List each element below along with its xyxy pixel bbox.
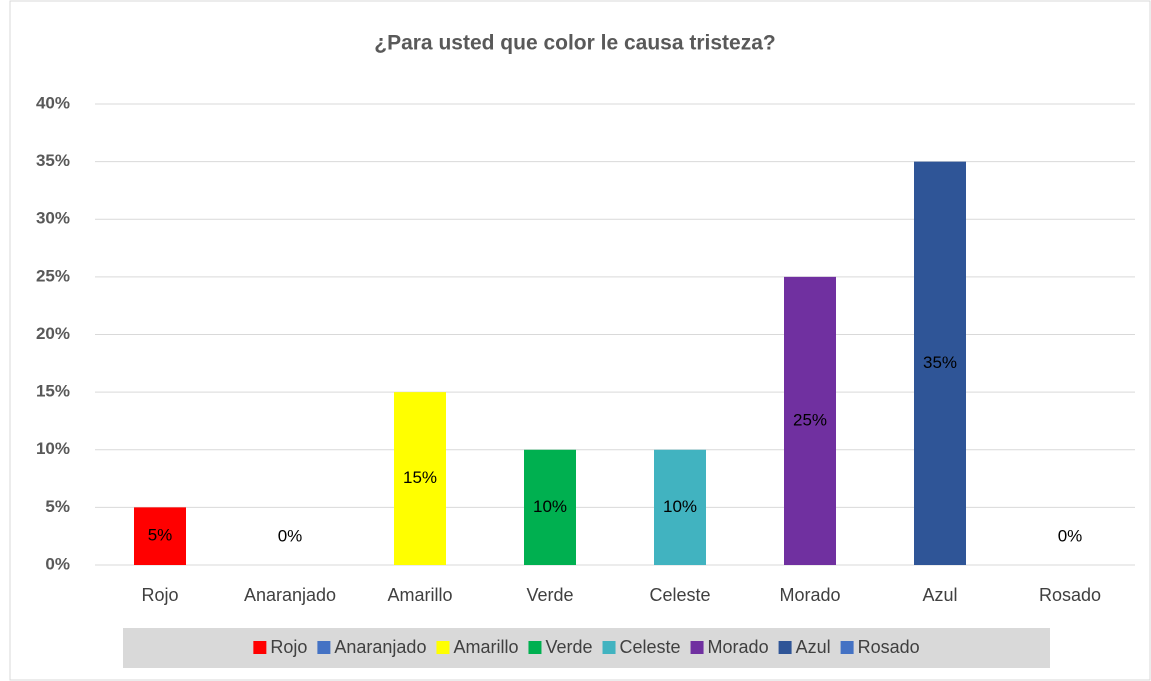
legend-swatch — [528, 641, 542, 654]
legend-label: Rosado — [858, 637, 920, 657]
bar — [134, 507, 186, 565]
data-label: 0% — [1058, 526, 1083, 545]
legend-label: Morado — [708, 637, 769, 657]
legend-label: Verde — [545, 637, 592, 657]
data-label: 5% — [148, 526, 173, 545]
legend-label: Azul — [796, 637, 831, 657]
y-tick-label: 0% — [45, 554, 70, 573]
x-tick-label: Amarillo — [387, 585, 452, 605]
x-tick-label: Anaranjado — [244, 585, 336, 605]
chart-title: ¿Para usted que color le causa tristeza? — [374, 32, 775, 55]
legend-label: Celeste — [620, 637, 681, 657]
x-tick-label: Azul — [922, 585, 957, 605]
legend-swatch — [840, 641, 854, 654]
legend-label: Anaranjado — [334, 637, 426, 657]
data-label: 0% — [278, 526, 303, 545]
data-label: 35% — [923, 353, 957, 372]
legend-box — [123, 628, 1050, 668]
legend-swatch — [436, 641, 450, 654]
bar — [394, 392, 446, 565]
x-tick-label: Rosado — [1039, 585, 1101, 605]
chart-border — [9, 0, 1151, 681]
data-label: 25% — [793, 410, 827, 429]
y-tick-label: 25% — [36, 266, 70, 285]
x-tick-label: Morado — [779, 585, 840, 605]
x-tick-label: Verde — [526, 585, 573, 605]
bar — [914, 161, 966, 565]
y-tick-label: 15% — [36, 382, 70, 401]
y-tick-label: 20% — [36, 324, 70, 343]
bar — [654, 449, 706, 565]
y-tick-label: 10% — [36, 439, 70, 458]
y-tick-label: 35% — [36, 151, 70, 170]
legend-swatch — [253, 641, 267, 654]
y-tick-label: 40% — [36, 93, 70, 112]
legend-swatch — [778, 641, 792, 654]
y-tick-label: 30% — [36, 209, 70, 228]
legend-swatch — [602, 641, 616, 654]
bar — [524, 449, 576, 565]
bar — [784, 276, 836, 565]
data-label: 15% — [403, 468, 437, 487]
y-tick-label: 5% — [45, 497, 70, 516]
legend-label: Rojo — [270, 637, 307, 657]
x-tick-label: Celeste — [649, 585, 710, 605]
data-label: 10% — [533, 497, 567, 516]
data-label: 10% — [663, 497, 697, 516]
legend-label: Amarillo — [453, 637, 518, 657]
legend-swatch — [690, 641, 704, 654]
x-tick-label: Rojo — [141, 585, 178, 605]
legend-swatch — [317, 641, 331, 654]
